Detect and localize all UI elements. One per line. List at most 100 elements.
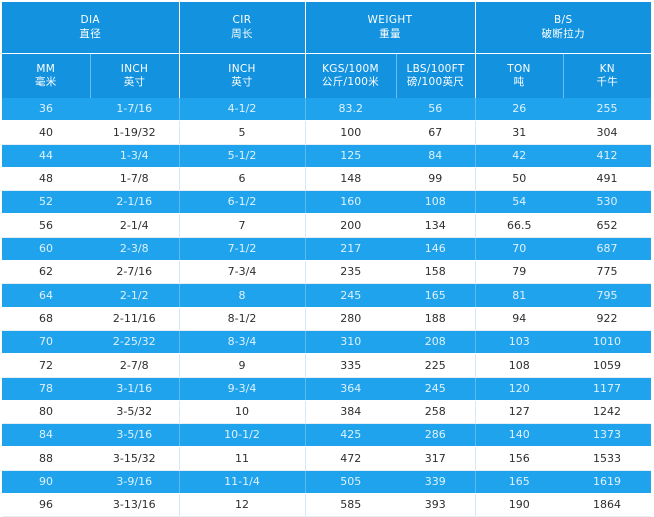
table-row: 78 3-1/16 9-3/4 364 245 120 1177 — [2, 377, 652, 401]
cir-inch-cell: 5 — [179, 120, 306, 145]
cir-inch-cell: 7-3/4 — [179, 260, 306, 285]
kgs-cell: 425 — [305, 423, 396, 448]
kgs-cell: 384 — [305, 400, 396, 425]
mm-cell: 90 — [2, 470, 90, 495]
dia-inch-cell: 2-3/8 — [90, 237, 180, 262]
column-label-en: LBS/100FT — [406, 62, 465, 75]
dia-inch-cell: 2-1/2 — [90, 283, 180, 308]
mm-cell: 62 — [2, 260, 90, 285]
bs-group-label-cn: 破断拉力 — [541, 27, 586, 40]
ton-cell: 81 — [475, 283, 563, 308]
mm-cell: 80 — [2, 400, 90, 425]
kgs-cell: 472 — [305, 446, 396, 471]
kgs-cell: 235 — [305, 260, 396, 285]
cir-inch-cell: 4-1/2 — [179, 98, 306, 122]
mm-cell: 48 — [2, 167, 90, 192]
kgs-cell: 83.2 — [305, 98, 396, 122]
column-label-en: KN — [599, 62, 615, 75]
lbs-cell: 99 — [396, 167, 476, 192]
kn-cell: 255 — [563, 98, 652, 122]
dia-inch-cell: 2-7/8 — [90, 353, 180, 378]
dia-inch-cell: 2-11/16 — [90, 307, 180, 331]
bs-group-label-en: B/S — [553, 14, 573, 27]
kn-cell: 491 — [563, 167, 652, 192]
dia-inch-cell: 2-1/16 — [90, 190, 180, 215]
kn-cell: 1619 — [563, 470, 652, 495]
ton-cell: 50 — [475, 167, 563, 192]
dia-inch-cell: 3-1/16 — [90, 377, 180, 401]
ton-cell: 103 — [475, 330, 563, 355]
mm-cell: 88 — [2, 446, 90, 471]
cir-inch-cell: 5-1/2 — [179, 144, 306, 168]
table-row: 36 1-7/16 4-1/2 83.2 56 26 255 — [2, 98, 652, 122]
column-label-cn: 公斤/100米 — [321, 76, 380, 88]
dia-inch-cell: 1-7/16 — [90, 98, 180, 122]
column-label-cn: 磅/100英尺 — [406, 76, 465, 88]
mm-cell: 96 — [2, 493, 90, 517]
lbs-cell: 158 — [396, 260, 476, 285]
table-body: 36 1-7/16 4-1/2 83.2 56 26 255 40 1-19/32 5 100 67 3… — [2, 98, 652, 517]
dia-inch-cell: 3-13/16 — [90, 493, 180, 517]
lbs-cell: 108 — [396, 190, 476, 215]
column-label-en: MM — [36, 62, 56, 75]
ton-cell: 156 — [475, 446, 563, 471]
dia-inch-cell: 2-25/32 — [90, 330, 180, 355]
table-row: 90 3-9/16 11-1/4 505 339 165 1619 — [2, 470, 652, 495]
table-row: 56 2-1/4 7 200 134 66.5 652 — [2, 213, 652, 238]
dia-inch-cell: 3-9/16 — [90, 470, 180, 495]
cir-inch-cell: 10 — [179, 400, 306, 425]
column-label-cn: 千牛 — [596, 76, 619, 88]
table-row: 70 2-25/32 8-3/4 310 208 103 1010 — [2, 330, 652, 355]
header-unit-row: MM 毫米 INCH 英寸 INCH 英寸 KGS/100M 公斤/100米 L… — [2, 53, 652, 98]
ton-cell: 79 — [475, 260, 563, 285]
ton-cell: 54 — [475, 190, 563, 215]
kgs-cell: 280 — [305, 307, 396, 331]
ton-cell: 94 — [475, 307, 563, 331]
ton-column-header: TON 吨 — [475, 53, 564, 98]
lbs-cell: 245 — [396, 377, 476, 401]
kn-cell: 530 — [563, 190, 652, 215]
cir-inch-cell: 12 — [179, 493, 306, 517]
weight-group-label-en: WEIGHT — [367, 14, 413, 27]
cir-inch-column-header: INCH 英寸 — [179, 53, 306, 98]
table-row: 64 2-1/2 8 245 165 81 795 — [2, 283, 652, 308]
cir-inch-cell: 7-1/2 — [179, 237, 306, 262]
cir-inch-cell: 6-1/2 — [179, 190, 306, 215]
dia-inch-cell: 1-3/4 — [90, 144, 180, 168]
table-row: 48 1-7/8 6 148 99 50 491 — [2, 167, 652, 192]
kn-cell: 687 — [563, 237, 652, 262]
ton-cell: 190 — [475, 493, 563, 517]
lbs-cell: 339 — [396, 470, 476, 495]
mm-cell: 78 — [2, 377, 90, 401]
cir-inch-cell: 11-1/4 — [179, 470, 306, 495]
kn-cell: 1059 — [563, 353, 652, 378]
mm-cell: 44 — [2, 144, 90, 168]
dia-group-header: DIA 直径 — [2, 2, 180, 54]
cir-inch-cell: 9-3/4 — [179, 377, 306, 401]
lbs-cell: 208 — [396, 330, 476, 355]
lbs-cell: 286 — [396, 423, 476, 448]
kn-cell: 304 — [563, 120, 652, 145]
kgs-cell: 505 — [305, 470, 396, 495]
mm-cell: 40 — [2, 120, 90, 145]
kn-cell: 775 — [563, 260, 652, 285]
table-row: 84 3-5/16 10-1/2 425 286 140 1373 — [2, 423, 652, 448]
table-row: 88 3-15/32 11 472 317 156 1533 — [2, 446, 652, 471]
lbs-cell: 165 — [396, 283, 476, 308]
kn-cell: 652 — [563, 213, 652, 238]
ton-cell: 70 — [475, 237, 563, 262]
mm-cell: 60 — [2, 237, 90, 262]
kgs-cell: 148 — [305, 167, 396, 192]
kn-column-header: KN 千牛 — [563, 53, 652, 98]
mm-cell: 68 — [2, 307, 90, 331]
dia-inch-cell: 3-15/32 — [90, 446, 180, 471]
cir-inch-cell: 10-1/2 — [179, 423, 306, 448]
ton-cell: 165 — [475, 470, 563, 495]
table-row: 68 2-11/16 8-1/2 280 188 94 922 — [2, 307, 652, 331]
mm-cell: 36 — [2, 98, 90, 122]
header-group-row: DIA 直径 CIR 周长 WEIGHT 重量 B/S 破断拉力 — [2, 2, 652, 54]
table-row: 44 1-3/4 5-1/2 125 84 42 412 — [2, 144, 652, 168]
dia-inch-cell: 3-5/32 — [90, 400, 180, 425]
table-row: 80 3-5/32 10 384 258 127 1242 — [2, 400, 652, 425]
column-label-en: KGS/100M — [322, 62, 379, 75]
